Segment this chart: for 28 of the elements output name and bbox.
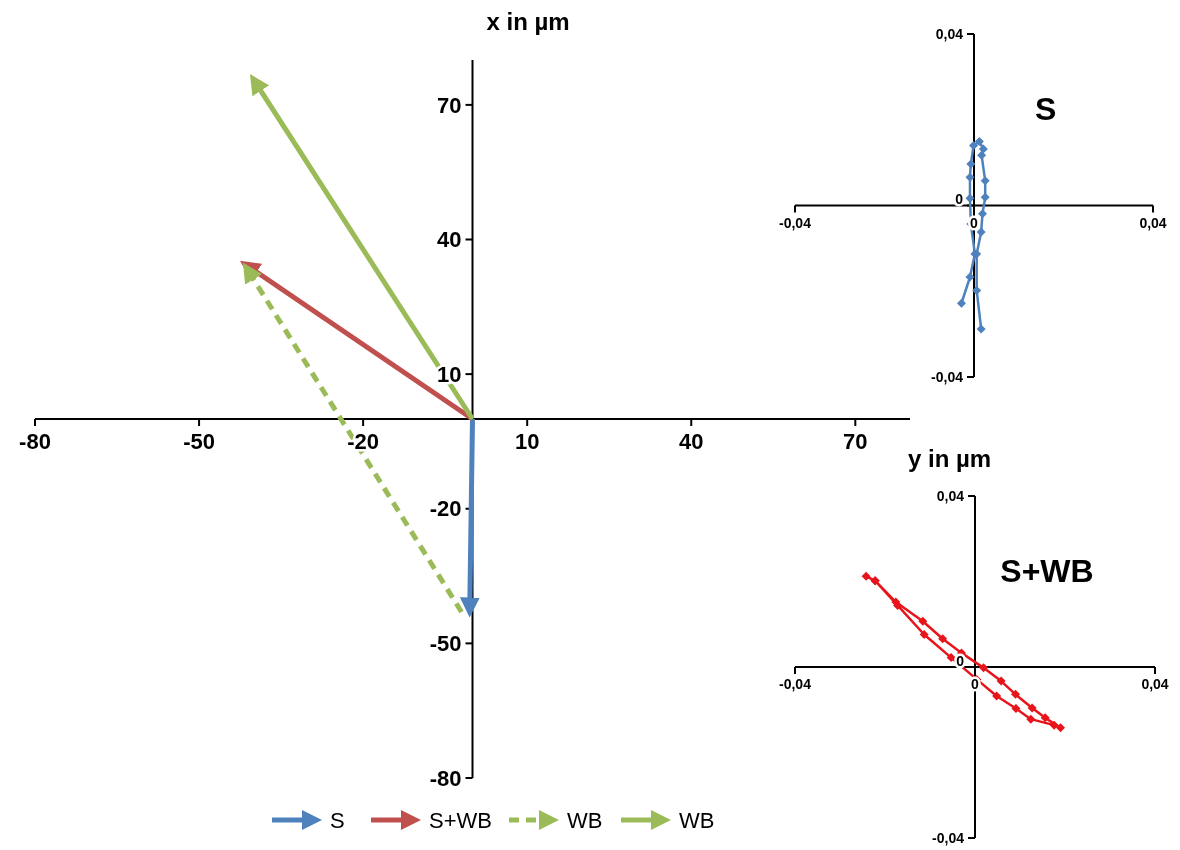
x-axis-title: y in µm: [908, 445, 992, 472]
x-tick-label: 0: [970, 214, 979, 231]
x-tick-label: 0,04: [1139, 214, 1167, 231]
x-tick-label: -0,04: [779, 214, 812, 231]
y-tick-label: -0,04: [932, 829, 965, 846]
legend-label: WB: [679, 807, 715, 833]
x-tick-label: 70: [843, 429, 868, 454]
legend-label: WB: [567, 807, 603, 833]
x-tick-label: -50: [183, 429, 215, 454]
legend-label: S: [330, 807, 345, 833]
y-tick-label: -80: [429, 765, 462, 791]
y-tick-label: 0: [955, 191, 964, 208]
x-tick-label: 40: [679, 429, 704, 454]
text: S+WB: [1000, 552, 1094, 589]
text: S: [1034, 90, 1057, 127]
x-tick-label: -20: [347, 429, 380, 454]
y-axis-title: x in µm: [486, 8, 570, 35]
y-tick-label: -50: [429, 631, 462, 657]
x-tick-label: 10: [514, 429, 540, 454]
x-tick-label: -0,04: [779, 676, 812, 692]
y-tick-label: 0,04: [935, 25, 964, 42]
y-tick-label: 0,04: [936, 487, 965, 504]
x-tick-label: -80: [19, 429, 51, 454]
y-tick-label: 70: [437, 92, 462, 118]
y-tick-label: -0,04: [931, 368, 964, 385]
x-tick-label: 0,04: [1141, 676, 1169, 692]
legend-label: S+WB: [429, 807, 492, 833]
y-tick-label: -20: [429, 496, 462, 522]
